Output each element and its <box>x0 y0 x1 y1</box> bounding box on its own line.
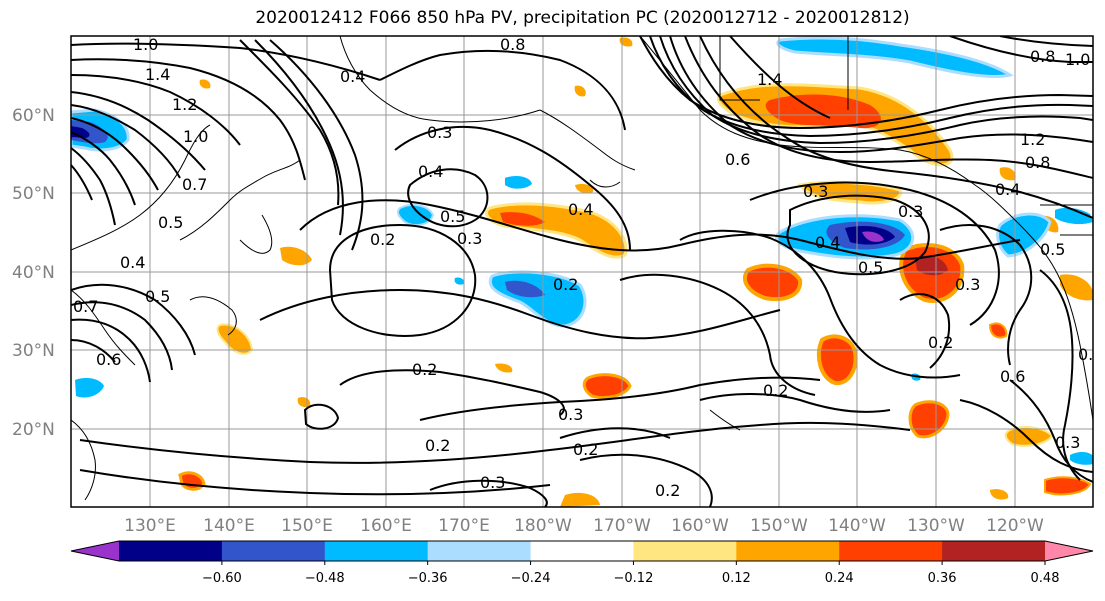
svg-text:0.8: 0.8 <box>500 35 525 54</box>
svg-text:0.4: 0.4 <box>418 162 443 181</box>
svg-text:0.2: 0.2 <box>573 440 598 459</box>
svg-text:1.0: 1.0 <box>133 35 158 54</box>
svg-text:0.3: 0.3 <box>558 405 583 424</box>
svg-text:130°W: 130°W <box>907 516 965 536</box>
map-frame <box>70 35 1094 508</box>
svg-text:0.4: 0.4 <box>120 253 145 272</box>
svg-text:40°N: 40°N <box>12 263 55 283</box>
colorbar-segment <box>633 541 737 561</box>
colorbar-segment <box>839 541 943 561</box>
svg-text:120°W: 120°W <box>986 516 1044 536</box>
svg-text:50°N: 50°N <box>12 184 55 204</box>
latitude-labels: 60°N 50°N 40°N 30°N 20°N <box>12 106 55 440</box>
svg-text:0.8: 0.8 <box>1025 153 1050 172</box>
svg-text:0.2: 0.2 <box>425 436 450 455</box>
colorbar-tick-label: −0.36 <box>408 571 448 586</box>
svg-text:170°W: 170°W <box>593 516 651 536</box>
colorbar-tick-label: −0.60 <box>202 571 242 586</box>
svg-text:0.3: 0.3 <box>1055 433 1080 452</box>
svg-text:160°W: 160°W <box>671 516 729 536</box>
colorbar: −0.60 −0.48 −0.36 −0.24 −0.12 0.12 0.24 0.36 0.4… <box>70 540 1094 586</box>
svg-text:0.3: 0.3 <box>457 229 482 248</box>
pv-contours <box>71 36 1093 507</box>
svg-text:60°N: 60°N <box>12 106 55 126</box>
colorbar-segment <box>221 541 326 561</box>
svg-text:0.5: 0.5 <box>858 258 883 277</box>
svg-text:150°E: 150°E <box>281 516 333 536</box>
colorbar-segment <box>736 541 840 561</box>
svg-text:180°W: 180°W <box>514 516 572 536</box>
colorbar-segment <box>119 541 223 561</box>
svg-text:1.4: 1.4 <box>145 65 170 84</box>
svg-text:0.2: 0.2 <box>412 360 437 379</box>
colorbar-tick-label: 0.48 <box>1031 571 1060 586</box>
svg-text:0.2: 0.2 <box>655 481 680 500</box>
svg-text:30°N: 30°N <box>12 341 55 361</box>
colorbar-tick-label: −0.48 <box>305 571 345 586</box>
svg-text:0.2: 0.2 <box>763 381 788 400</box>
svg-text:1.2: 1.2 <box>172 95 197 114</box>
longitude-labels: 130°E 140°E 150°E 160°E 170°E 180°W 170°… <box>124 516 1044 536</box>
svg-text:0.6: 0.6 <box>1000 367 1025 386</box>
svg-text:0.4: 0.4 <box>995 180 1020 199</box>
svg-text:170°E: 170°E <box>438 516 490 536</box>
svg-text:0.4: 0.4 <box>340 67 365 86</box>
svg-text:1.2: 1.2 <box>1020 130 1045 149</box>
svg-text:0.4: 0.4 <box>815 233 840 252</box>
svg-text:0.7: 0.7 <box>182 175 207 194</box>
svg-text:0.4: 0.4 <box>568 200 593 219</box>
svg-text:0.7: 0.7 <box>73 297 98 316</box>
colorbar-tick-label: −0.24 <box>511 571 551 586</box>
svg-text:140°E: 140°E <box>203 516 255 536</box>
colorbar-tick-label: 0.12 <box>722 571 751 586</box>
svg-text:0.3: 0.3 <box>955 275 980 294</box>
svg-text:0.3: 0.3 <box>898 202 923 221</box>
svg-text:0.5: 0.5 <box>1040 240 1065 259</box>
svg-text:0.6: 0.6 <box>1078 345 1103 364</box>
colorbar-segment <box>942 541 1046 561</box>
svg-text:0.8: 0.8 <box>1030 47 1055 66</box>
colorbar-segment <box>427 541 532 561</box>
colorbar-segment <box>324 541 429 561</box>
svg-text:20°N: 20°N <box>12 420 55 440</box>
colorbar-tick-label: −0.12 <box>614 571 654 586</box>
colorbar-tick-label: 0.36 <box>928 571 957 586</box>
svg-text:1.0: 1.0 <box>1065 50 1090 69</box>
svg-text:0.3: 0.3 <box>803 182 828 201</box>
svg-text:0.2: 0.2 <box>553 275 578 294</box>
colorbar-extend-high <box>1045 541 1093 561</box>
svg-text:0.2: 0.2 <box>370 230 395 249</box>
colorbar-tick-label: 0.24 <box>825 571 854 586</box>
colorbar-extend-low <box>71 541 119 561</box>
svg-text:0.2: 0.2 <box>928 333 953 352</box>
colorbar-segment <box>530 541 634 561</box>
svg-text:140°W: 140°W <box>828 516 886 536</box>
svg-text:1.0: 1.0 <box>183 127 208 146</box>
contour-labels: 1.0 1.4 1.2 1.0 0.8 0.4 0.7 0.5 0.4 0.5 … <box>73 35 1103 500</box>
svg-text:160°E: 160°E <box>360 516 412 536</box>
svg-text:0.3: 0.3 <box>427 123 452 142</box>
svg-text:1.4: 1.4 <box>757 70 782 89</box>
svg-text:0.6: 0.6 <box>725 150 750 169</box>
map-title: 2020012412 F066 850 hPa PV, precipitatio… <box>255 8 910 28</box>
colorbar-outline <box>70 540 1094 562</box>
svg-text:0.3: 0.3 <box>480 473 505 492</box>
svg-text:0.6: 0.6 <box>96 350 121 369</box>
svg-text:150°W: 150°W <box>750 516 808 536</box>
svg-text:0.5: 0.5 <box>158 213 183 232</box>
svg-text:0.5: 0.5 <box>145 287 170 306</box>
svg-text:130°E: 130°E <box>124 516 176 536</box>
svg-text:0.5: 0.5 <box>440 207 465 226</box>
